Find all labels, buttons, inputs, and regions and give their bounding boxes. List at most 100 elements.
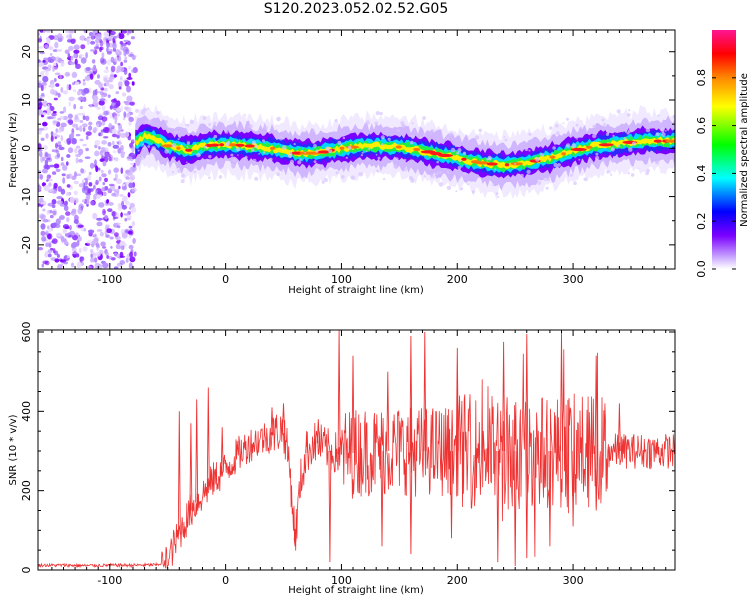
ridge-speckle: [438, 128, 441, 131]
ridge-speckle: [387, 137, 391, 141]
ridge-speckle: [535, 157, 540, 162]
noise-blob: [102, 246, 107, 249]
ridge-speckle: [623, 137, 627, 141]
noise-blob: [119, 194, 124, 197]
noise-blob: [87, 188, 92, 194]
noise-blob: [117, 206, 123, 211]
ridge-speckle: [213, 134, 218, 139]
ridge-speckle: [491, 184, 494, 187]
noise-blob: [58, 146, 65, 151]
ridge-speckle: [578, 158, 581, 161]
ridge-speckle: [654, 160, 660, 165]
noise-blob: [103, 191, 107, 197]
ridge-speckle: [341, 175, 345, 179]
spectrogram-y-tick-label: 20: [20, 45, 33, 59]
ridge-speckle: [657, 114, 660, 117]
noise-blob: [95, 251, 101, 257]
noise-blob: [85, 179, 88, 186]
spectrogram-frame: [37, 29, 676, 270]
ridge-speckle: [325, 146, 330, 151]
ridge-speckle: [408, 176, 414, 181]
noise-blob: [126, 112, 131, 118]
noise-blob: [73, 103, 77, 110]
ridge-speckle: [580, 126, 583, 129]
noise-blob: [113, 266, 119, 269]
ridge-speckle: [423, 175, 426, 178]
ridge-speckle: [628, 147, 633, 152]
noise-blob: [120, 61, 123, 67]
noise-blob: [103, 126, 109, 134]
noise-blob: [41, 236, 47, 242]
noise-blob: [77, 207, 83, 215]
snr-spike: [496, 450, 500, 563]
noise-blob: [128, 233, 132, 239]
noise-blob: [126, 95, 133, 102]
noise-blob: [42, 59, 46, 63]
ridge-speckle: [537, 180, 542, 185]
noise-blob: [83, 185, 89, 191]
ridge-hotspot: [504, 163, 510, 167]
noise-blob: [96, 106, 101, 110]
ridge-speckle: [146, 107, 150, 110]
ridge-hotspot: [665, 139, 675, 143]
ridge-speckle: [213, 121, 217, 126]
ridge-speckle: [519, 179, 522, 182]
noise-blob: [64, 49, 70, 55]
noise-blob: [79, 35, 86, 41]
noise-blob: [99, 98, 106, 102]
noise-blob: [71, 250, 78, 255]
spectrogram-x-tick-label: 300: [563, 273, 584, 286]
snr-x-tick-label: 0: [222, 574, 229, 587]
noise-blob: [116, 188, 120, 194]
noise-blob: [129, 162, 135, 166]
noise-blob: [92, 89, 97, 97]
ridge-speckle: [555, 131, 560, 136]
ridge-speckle: [545, 177, 551, 182]
noise-blob: [95, 189, 99, 196]
noise-blob: [106, 79, 114, 83]
noise-blob: [119, 132, 127, 138]
noise-blob: [108, 255, 113, 260]
noise-blob: [133, 251, 137, 257]
ridge-hotspot: [235, 143, 245, 147]
noise-blob: [101, 104, 106, 112]
ridge-speckle: [147, 145, 151, 148]
ridge-speckle: [557, 163, 561, 167]
ridge-speckle: [365, 120, 370, 125]
noise-blob: [48, 178, 53, 182]
ridge-speckle: [342, 136, 346, 140]
colorbar-tick-label: 0.4: [695, 165, 708, 183]
noise-blob: [106, 59, 111, 66]
ridge-speckle: [263, 151, 266, 154]
noise-blob: [94, 159, 97, 166]
ridge-speckle: [225, 141, 230, 147]
noise-blob: [105, 66, 109, 70]
ridge-speckle: [672, 115, 675, 119]
ridge-speckle: [486, 158, 489, 161]
noise-blob: [81, 179, 85, 186]
snr-spike: [423, 331, 427, 452]
noise-blob: [42, 200, 47, 206]
ridge-speckle: [185, 123, 188, 126]
noise-blob: [44, 159, 49, 166]
ridge-speckle: [347, 145, 352, 150]
noise-blob: [70, 132, 75, 138]
ridge-speckle: [383, 177, 386, 181]
noise-blob: [101, 140, 107, 145]
noise-blob: [116, 178, 123, 185]
ridge-speckle: [457, 166, 462, 170]
ridge-speckle: [142, 143, 145, 146]
noise-blob: [93, 257, 98, 263]
noise-blob: [92, 94, 99, 102]
noise-blob: [103, 69, 110, 74]
noise-blob: [127, 40, 131, 46]
noise-blob: [64, 30, 72, 34]
noise-blob: [126, 215, 132, 219]
ridge-speckle: [323, 178, 328, 182]
noise-blob: [38, 170, 42, 174]
ridge-hotspot: [185, 148, 193, 152]
noise-blob: [85, 67, 91, 71]
ridge-speckle: [144, 120, 148, 124]
noise-blob: [75, 253, 80, 258]
noise-blob: [102, 160, 107, 167]
